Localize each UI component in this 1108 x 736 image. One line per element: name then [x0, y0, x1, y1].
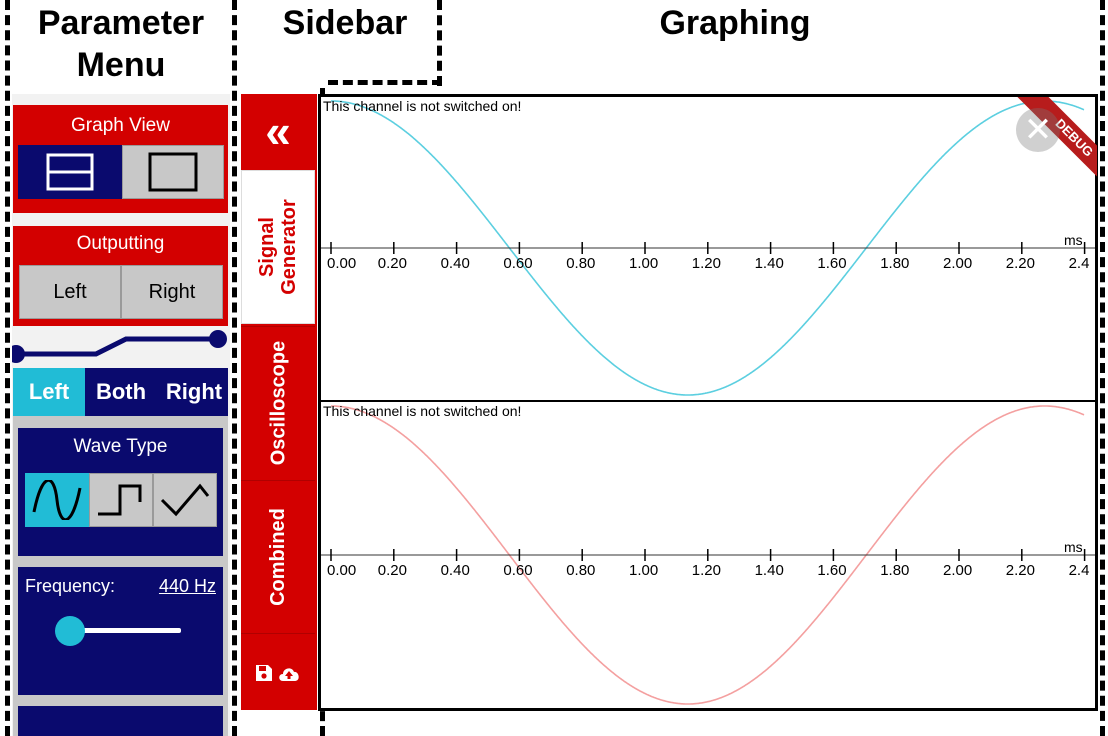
- sine-wave-button[interactable]: [25, 473, 89, 527]
- x-tick-label: 2.20: [1005, 255, 1035, 272]
- square-wave-button[interactable]: [89, 473, 153, 527]
- x-tick-label: 1.00: [629, 255, 659, 272]
- tab-oscilloscope[interactable]: Oscilloscope: [241, 326, 315, 478]
- graph-bottom-plot: [321, 405, 1095, 705]
- outputting-panel: Outputting Left Right: [13, 226, 228, 326]
- sidebar-header: Sidebar: [282, 4, 408, 42]
- x-tick-label: 1.40: [754, 562, 784, 579]
- outputting-title: Outputting: [76, 233, 165, 254]
- graph-view-title: Graph View: [71, 115, 170, 136]
- sine-wave-icon: [32, 480, 82, 520]
- tab-signal-generator[interactable]: Signal Generator: [241, 170, 315, 324]
- wave-type-title: Wave Type: [73, 436, 168, 457]
- divider-sidebar-label: [437, 0, 442, 86]
- graph-top[interactable]: This channel is not switched on! 0.00 0.2…: [318, 94, 1098, 402]
- tab-left[interactable]: Left: [13, 368, 85, 416]
- graph-view-panel: Graph View: [13, 105, 228, 213]
- x-tick-label: 0.80: [566, 562, 596, 579]
- single-view-icon: [148, 152, 198, 192]
- x-tick-label: 2.20: [1005, 562, 1035, 579]
- x-tick-label: 0.80: [566, 255, 596, 272]
- x-tick-label: 1.60: [817, 562, 847, 579]
- x-tick-label: 1.00: [629, 562, 659, 579]
- x-axis-unit: ms: [1064, 232, 1083, 248]
- wave-type-panel: Wave Type: [18, 428, 223, 556]
- save-icon[interactable]: [255, 664, 273, 682]
- frequency-slider-track[interactable]: [68, 628, 181, 633]
- x-tick-label: 2.00: [943, 255, 973, 272]
- x-tick-label: 0.00: [327, 255, 357, 272]
- x-tick-label: 2.00: [943, 562, 973, 579]
- tab-oscilloscope-label: Oscilloscope: [267, 340, 289, 465]
- triangle-wave-button[interactable]: [153, 473, 217, 527]
- triangle-wave-icon: [160, 483, 210, 517]
- signal-wave-0: [331, 100, 1085, 396]
- frequency-label: Frequency:: [25, 576, 116, 596]
- output-right-button[interactable]: Right: [121, 265, 223, 319]
- frequency-panel: Frequency: 440 Hz: [18, 567, 223, 695]
- parameter-menu: Graph View Outputting Left Right Left Bo…: [12, 94, 230, 736]
- x-tick-label: 0.40: [440, 562, 470, 579]
- x-tick-label: 2.4: [1068, 562, 1090, 579]
- frequency-value[interactable]: 440 Hz: [158, 576, 216, 596]
- x-tick-label: 1.40: [754, 255, 784, 272]
- x-tick-label: 0.40: [440, 255, 470, 272]
- collapse-sidebar-button[interactable]: «: [265, 105, 291, 157]
- output-switch-icon[interactable]: [12, 326, 230, 366]
- x-tick-label: 0.60: [503, 562, 533, 579]
- next-panel: [18, 706, 223, 736]
- x-tick-label: 1.80: [880, 562, 910, 579]
- x-tick-label: 0.20: [377, 255, 407, 272]
- tab-right[interactable]: Right: [165, 379, 223, 404]
- cloud-upload-icon[interactable]: [277, 664, 301, 682]
- graph-top-plot: [321, 100, 1095, 396]
- graphing-header: Graphing: [659, 4, 811, 42]
- signal-wave-1: [331, 405, 1085, 705]
- divider-left: [5, 0, 10, 736]
- tab-signal-generator-label: Signal Generator: [256, 199, 300, 295]
- frequency-slider-thumb[interactable]: [55, 616, 85, 646]
- x-tick-label: 2.4: [1068, 255, 1090, 272]
- square-wave-icon: [98, 484, 142, 516]
- tab-combined[interactable]: Combined: [241, 480, 315, 634]
- graph-bottom[interactable]: This channel is not switched on! 0.00 0.2…: [318, 400, 1098, 711]
- single-view-button[interactable]: [122, 145, 224, 199]
- close-icon[interactable]: ✕: [1016, 108, 1060, 152]
- split-view-icon: [46, 153, 94, 191]
- split-view-button[interactable]: [18, 145, 122, 199]
- divider-right: [1100, 0, 1105, 736]
- x-tick-label: 1.20: [691, 562, 721, 579]
- channel-settings: Wave Type Frequency: 440 Hz: [13, 416, 228, 736]
- divider-menu-sidebar: [232, 0, 237, 736]
- tab-combined-label: Combined: [267, 508, 289, 606]
- tab-both[interactable]: Both: [95, 379, 147, 404]
- parameter-menu-header: Parameter Menu: [37, 4, 205, 84]
- x-tick-label: 1.80: [880, 255, 910, 272]
- x-tick-label: 0.60: [503, 255, 533, 272]
- x-tick-label: 1.60: [817, 255, 847, 272]
- graph-top-message: This channel is not switched on!: [323, 98, 522, 114]
- output-left-button[interactable]: Left: [19, 265, 121, 319]
- x-tick-label: 0.20: [377, 562, 407, 579]
- x-tick-label: 0.00: [327, 562, 357, 579]
- x-axis-unit: ms: [1064, 539, 1083, 555]
- channel-tabs: Left Both Right: [13, 368, 228, 416]
- x-tick-label: 1.20: [691, 255, 721, 272]
- sidebar-bottom-actions: [241, 648, 315, 698]
- graph-bottom-message: This channel is not switched on!: [323, 403, 522, 419]
- divider-sidebar-label-bottom: [328, 80, 442, 85]
